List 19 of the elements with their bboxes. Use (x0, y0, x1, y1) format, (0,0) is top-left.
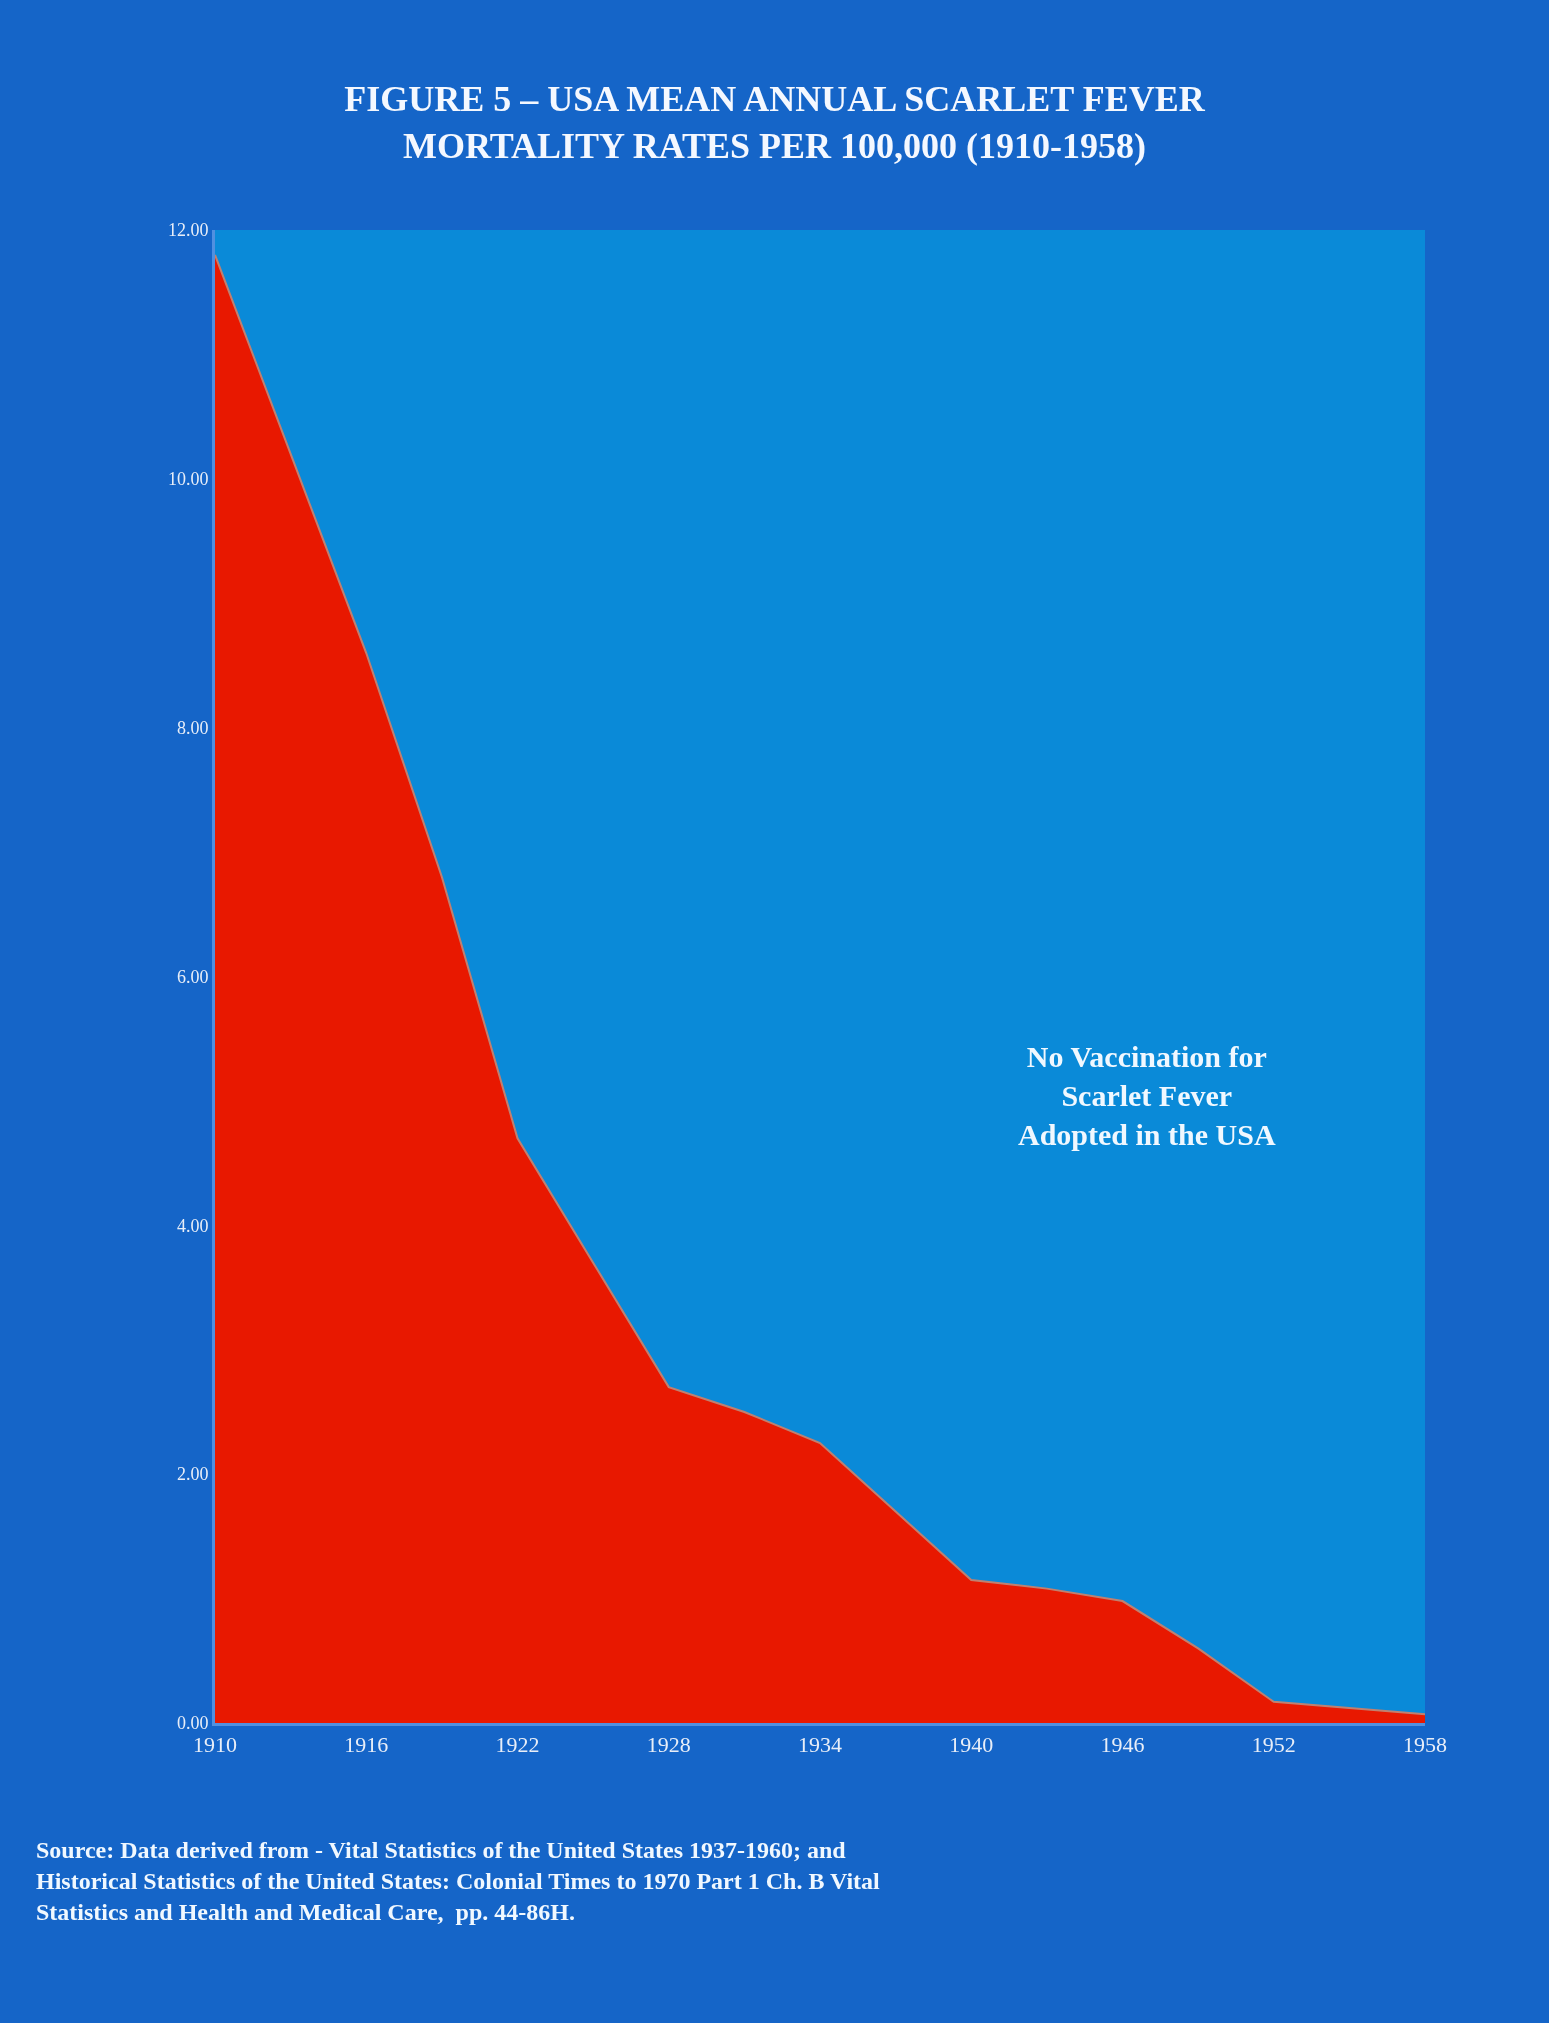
y-tick-label: 4.00 (176, 1215, 209, 1236)
x-tick-label: 1916 (344, 1732, 389, 1758)
x-tick-label: 1946 (1100, 1732, 1145, 1758)
y-tick-label: 0.00 (176, 1713, 209, 1734)
x-tick-label: 1922 (495, 1732, 540, 1758)
x-tick-label: 1910 (193, 1732, 237, 1758)
x-tick-label: 1940 (949, 1732, 994, 1758)
y-tick-label: 2.00 (176, 1464, 209, 1485)
y-tick-label: 12.00 (167, 220, 209, 241)
y-tick-label: 10.00 (167, 469, 209, 490)
y-tick-label: 8.00 (176, 717, 209, 738)
y-tick-label: 6.00 (176, 966, 209, 987)
x-tick-label: 1958 (1403, 1732, 1447, 1758)
chart-title: FIGURE 5 – USA MEAN ANNUAL SCARLET FEVER MORTALITY RATES PER 100,000 (1910-1958) (344, 79, 1206, 167)
source-note: Source: Data derived from - Vital Statistics of the United States 1937-1960; and Historical Statistics of the United States: Colonial Times to 1970 Part 1 Ch. B Vital Statistics and Health and Medical Care, pp. 44-86H. (36, 1837, 881, 1926)
x-tick-label: 1928 (646, 1732, 691, 1758)
annotation: No Vaccination for Scarlet Fever Adopted in the USA (1018, 1040, 1276, 1151)
x-tick-label: 1952 (1251, 1732, 1296, 1758)
x-tick-label: 1934 (798, 1732, 842, 1758)
